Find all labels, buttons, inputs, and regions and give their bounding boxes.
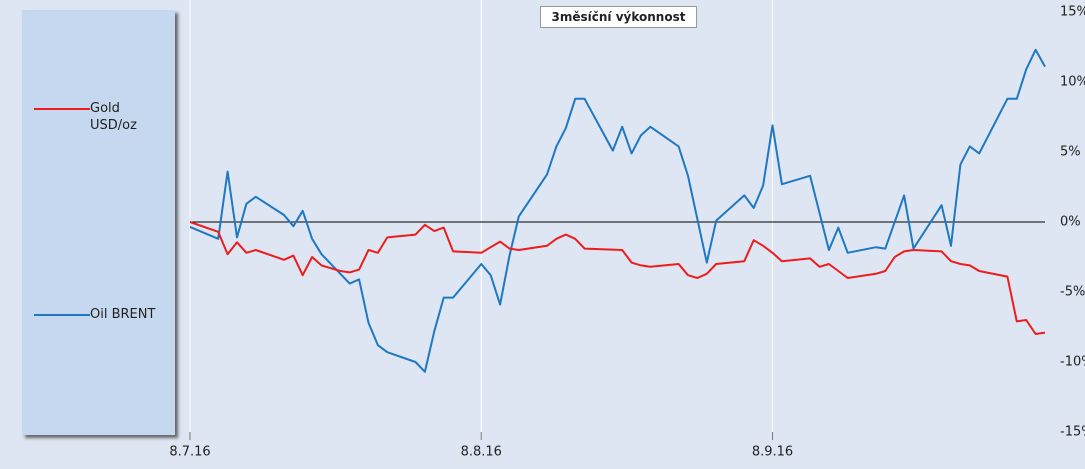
y-tick-label: 10% [1060, 75, 1085, 90]
x-tick-label: 8.9.16 [752, 445, 793, 460]
series-line [189, 48, 1046, 373]
y-tick-label: 5% [1060, 145, 1081, 160]
y-tick-label: -10% [1060, 355, 1085, 370]
chart-title: 3měsíční výkonnost [540, 6, 697, 28]
legend-label: Oil BRENT [90, 307, 156, 322]
y-tick-label: -5% [1060, 285, 1085, 300]
legend-item: Oil BRENT [34, 306, 162, 323]
y-tick-label: 15% [1060, 5, 1085, 20]
y-tick-label: -15% [1060, 425, 1085, 440]
legend: Gold USD/oz Oil BRENT [22, 10, 175, 435]
series-line [189, 221, 1046, 335]
x-tick-label: 8.7.16 [169, 445, 210, 460]
y-tick-label: 0% [1060, 215, 1081, 230]
legend-item: Gold USD/oz [34, 100, 162, 134]
legend-swatch [34, 108, 90, 110]
x-tick-label: 8.8.16 [461, 445, 502, 460]
legend-swatch [34, 314, 90, 316]
legend-label: Gold USD/oz [90, 101, 137, 133]
